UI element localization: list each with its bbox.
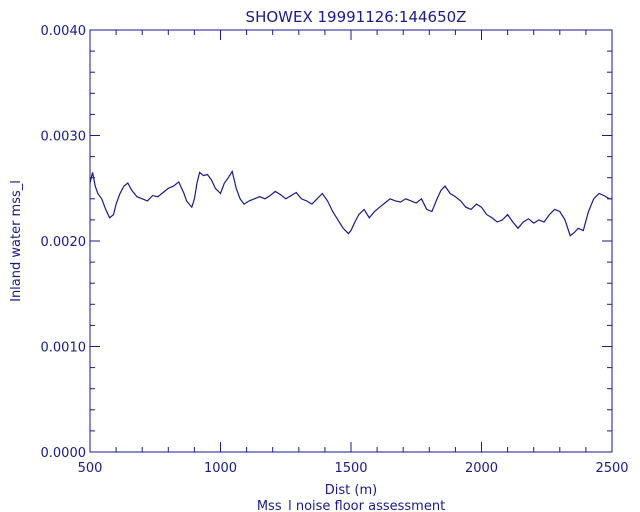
y-tick-label: 0.0030: [41, 130, 87, 145]
x-axis-label: Dist (m): [325, 483, 377, 498]
x-tick-label: 500: [78, 461, 103, 476]
y-tick-label: 0.0020: [41, 235, 87, 250]
x-tick-label: 2000: [465, 461, 498, 476]
y-tick-label: 0.0010: [41, 341, 87, 356]
plot-frame: [89, 29, 613, 453]
y-axis-label: Inland water mss_l: [9, 180, 24, 302]
chart-title: SHOWEX 19991126:144650Z: [246, 8, 467, 26]
y-tick-label: 0.0040: [41, 24, 87, 39]
x-tick-label: 1000: [204, 461, 237, 476]
x-tick-label: 1500: [334, 461, 367, 476]
series-line: [89, 169, 612, 237]
chart-caption: Mss_l noise floor assessment: [257, 499, 445, 512]
axes: 500 1000 1500 2000 2500 0.0000 0.0010 0.0020 0.0…: [41, 24, 629, 476]
y-tick-label: 0.0000: [41, 446, 87, 461]
x-tick-label: 2500: [595, 461, 628, 476]
